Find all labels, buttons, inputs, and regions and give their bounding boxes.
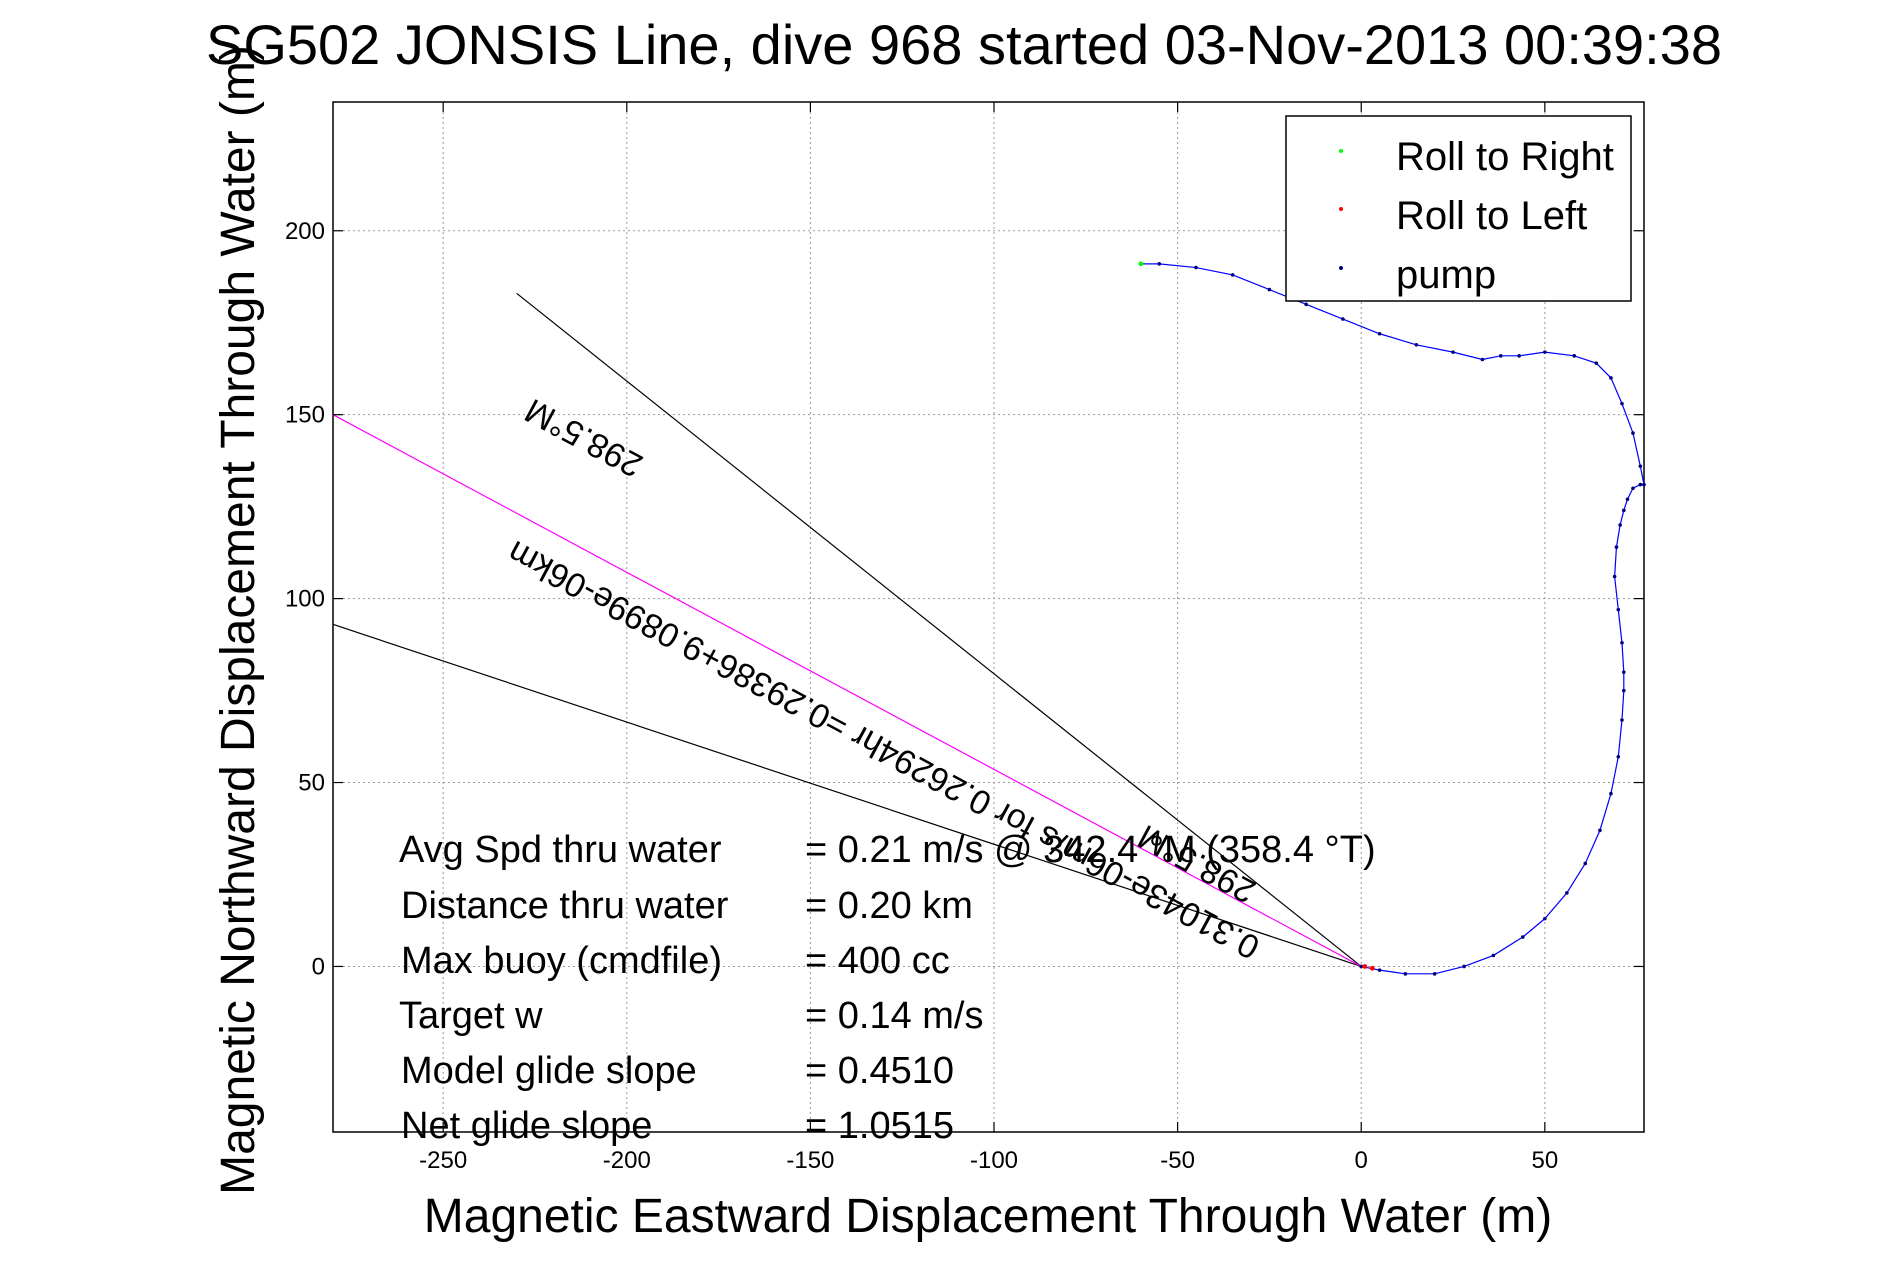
pump-point — [1642, 482, 1646, 487]
legend-marker-roll-right — [1339, 149, 1343, 153]
y-tick-label: 100 — [285, 586, 325, 613]
reference-line — [332, 623, 1362, 968]
legend-label-pump: pump — [1396, 253, 1496, 297]
pump-point — [1631, 486, 1635, 491]
pump-point — [1377, 968, 1382, 972]
roll-left-point — [1369, 965, 1375, 971]
stat-label: Model glide slope — [401, 1050, 697, 1092]
pump-point — [1616, 754, 1621, 759]
pump-point — [1594, 361, 1599, 365]
x-tick-label: -150 — [786, 1147, 834, 1174]
pump-point — [1622, 670, 1626, 674]
x-tick-label: 50 — [1531, 1147, 1558, 1174]
pump-point — [1625, 497, 1630, 502]
roll-right-point — [1138, 261, 1144, 267]
pump-point — [1638, 464, 1643, 468]
y-tick-label: 150 — [285, 402, 325, 429]
pump-point — [1480, 357, 1485, 362]
pump-point — [1517, 354, 1521, 358]
roll-left-point — [1362, 964, 1368, 969]
pump-point — [1304, 302, 1308, 307]
x-tick-label: -250 — [419, 1147, 467, 1174]
legend-box — [1285, 115, 1632, 302]
pump-point — [1622, 688, 1626, 693]
pump-point — [1609, 376, 1613, 380]
axis-ticks: -250 -200 -150 -100 -50 0 50 0 50 100 150 200 — [285, 102, 1644, 1174]
pump-point — [1620, 718, 1624, 722]
y-tick-label: 200 — [285, 218, 325, 245]
x-tick-label: 0 — [1355, 1147, 1368, 1174]
pump-point — [1618, 523, 1622, 527]
stat-value: = 0.4510 — [805, 1050, 954, 1092]
stat-label: Target w — [399, 995, 543, 1037]
pump-point — [1622, 508, 1626, 513]
reference-line — [332, 414, 1362, 967]
pump-point — [1359, 964, 1364, 969]
pump-point — [1543, 350, 1547, 354]
stat-value: = 0.14 m/s — [805, 995, 983, 1037]
stat-label: Net glide slope — [401, 1105, 652, 1147]
x-tick-label: -200 — [603, 1147, 651, 1174]
pump-point — [1598, 828, 1602, 833]
pump-point — [1620, 640, 1624, 645]
pump-point — [1341, 317, 1345, 321]
pump-point — [1267, 287, 1272, 292]
pump-point — [1194, 265, 1198, 270]
pump-point — [1572, 354, 1577, 358]
legend-label-roll-left: Roll to Left — [1396, 194, 1587, 238]
track-layer — [1138, 261, 1646, 976]
pump-point — [1451, 350, 1455, 354]
stat-value: = 0.21 m/s @ 342.4 °M (358.4 °T) — [805, 829, 1376, 871]
chart-title: SG502 JONSIS Line, dive 968 started 03-N… — [206, 13, 1722, 76]
x-tick-label: -100 — [970, 1147, 1018, 1174]
pump-point — [1616, 607, 1621, 612]
legend-marker-roll-left — [1339, 207, 1343, 211]
stat-label: Distance thru water — [401, 885, 729, 927]
pump-point — [1230, 273, 1235, 277]
pump-point — [1157, 262, 1162, 266]
pump-point — [1620, 401, 1624, 406]
pump-point — [1414, 342, 1419, 347]
pump-point — [1498, 354, 1503, 358]
pump-point — [1377, 331, 1382, 336]
stat-label: Avg Spd thru water — [399, 829, 722, 871]
pump-point — [1491, 953, 1496, 958]
pump-point — [1565, 891, 1569, 895]
stat-value: = 1.0515 — [805, 1105, 954, 1147]
y-tick-label: 0 — [312, 953, 325, 980]
pump-point — [1543, 916, 1547, 921]
reference-lines — [332, 292, 1362, 968]
legend-label-roll-right: Roll to Right — [1396, 135, 1614, 179]
reference-line — [516, 292, 1362, 967]
stat-value: = 0.20 km — [805, 885, 973, 927]
y-tick-label: 50 — [298, 770, 325, 797]
x-tick-label: -50 — [1160, 1147, 1195, 1174]
grid-lines — [333, 102, 1644, 1132]
stat-value: = 400 cc — [805, 940, 950, 982]
stats-block: Avg Spd thru water = 0.21 m/s @ 342.4 °M… — [399, 829, 1376, 1147]
pump-point — [1583, 861, 1588, 866]
pump-point — [1638, 482, 1643, 487]
pump-point — [1432, 972, 1437, 976]
x-axis-label: Magnetic Eastward Displacement Through W… — [424, 1190, 1552, 1243]
pump-point — [1631, 431, 1635, 435]
track-line — [1140, 263, 1645, 975]
y-axis-label: Magnetic Northward Displacement Through … — [212, 45, 265, 1195]
pump-point — [1614, 545, 1619, 549]
legend-marker-pump — [1339, 266, 1343, 270]
legend: Roll to Right Roll to Left pump — [1285, 115, 1632, 302]
pump-point — [1403, 972, 1408, 976]
pump-point — [1521, 935, 1525, 939]
pump-point — [1462, 964, 1466, 969]
stat-label: Max buoy (cmdfile) — [401, 940, 722, 982]
pump-point — [1612, 574, 1617, 579]
pump-point — [1609, 791, 1613, 796]
